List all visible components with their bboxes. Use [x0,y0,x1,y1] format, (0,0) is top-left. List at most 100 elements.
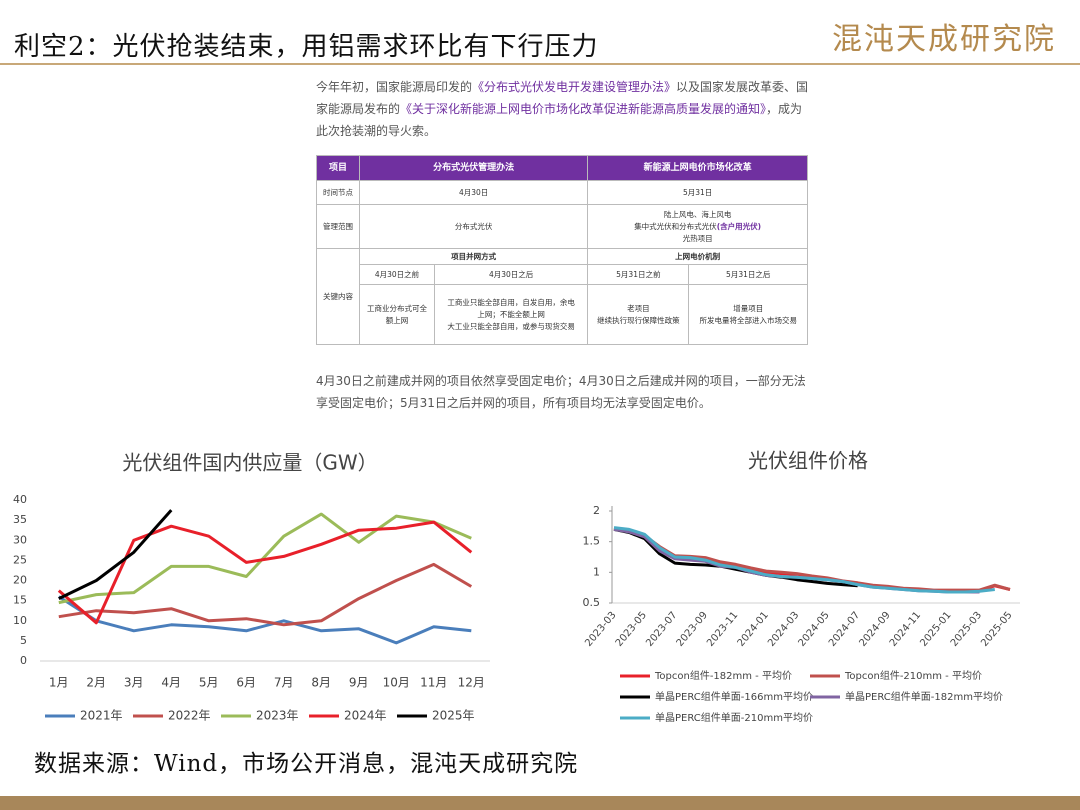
legend-label: Topcon组件-210mm - 平均价 [844,669,982,682]
intro-link: 《分布式光伏发电开发建设管理办法》 [472,80,677,94]
x-tick-label: 8月 [311,676,331,690]
x-tick-label: 2025-01 [918,610,953,649]
intro-text: 以及国家发展改革委、国家能源局发布的 [316,80,809,116]
table-row: 4月30日之前 4月30日之后 5月31日之前 5月31日之后 [317,264,808,285]
intro-link: 《关于深化新能源上网电价市场化改革促进新能源高质量发展的通知》 [400,102,767,116]
cell-line: 增量项目 [733,303,764,313]
y-tick-label: 0 [20,654,27,667]
x-tick-label: 2024-11 [888,610,923,649]
legend-label: 单晶PERC组件单面-210mm平均价 [655,711,813,724]
legend-label: 单晶PERC组件单面-166mm平均价 [655,690,813,703]
series-line [58,512,472,605]
x-tick-label: 1月 [49,676,69,690]
cell-text: 集中式光伏和分布式光伏 [634,221,717,231]
y-tick-label: 10 [13,614,27,627]
cell-line: 光热项目 [682,233,713,243]
cell-line: 所发电量将全部进入市场交易 [699,315,797,325]
x-tick-label: 2023-09 [675,610,710,649]
logo: 混沌天成研究院 [832,22,1056,57]
x-tick-label: 5月 [199,676,219,690]
x-tick-label: 2024-01 [736,610,771,649]
cell: 陆上风电、海上风电集中式光伏和分布式光伏(含户用光伏) 光热项目 [587,204,808,249]
note: 4月30日之前建成并网的项目依然享受固定电价；4月30日之后建成并网的项目，一部… [316,374,806,410]
x-tick-label: 2024-05 [797,610,832,649]
table-row: 时间节点 4月30日 5月31日 [316,180,808,205]
series-line [613,527,858,588]
table-header: 项目 分布式光伏管理办法 新能源上网电价市场化改革 [316,155,808,181]
legend-label: Topcon组件-182mm - 平均价 [654,669,792,682]
x-tick-label: 2024-03 [766,610,801,649]
cell: 5月31日 [587,180,808,205]
row-label: 时间节点 [316,180,360,205]
y-tick-label: 1 [593,565,600,578]
legend-label: 2024年 [344,709,387,723]
intro: 今年年初，国家能源局印发的《分布式光伏发电开发建设管理办法》以及国家发展改革委、… [316,76,812,142]
cell: 工商业只能全部自用，自发自用，余电 上网；不能全额上网大工业只能全部自用，或参与现… [433,284,589,345]
y-tick-label: 5 [20,634,27,647]
chart-title: 光伏组件价格 [748,449,868,473]
cell-line: 大工业只能全部自用，或参与现货交易 [447,321,575,331]
cell-line: 集中式光伏和分布式光伏(含户用光伏) [590,221,805,233]
series-line [613,526,995,594]
x-tick-label: 2023-03 [583,610,618,649]
series-line [57,520,473,625]
y-tick-label: 2 [593,504,600,517]
x-tick-label: 2025-03 [949,610,984,649]
y-tick-label: 20 [13,574,27,587]
x-tick-label: 2023-11 [705,610,740,649]
header-cell: 新能源上网电价市场化改革 [587,155,808,181]
y-tick-label: 0.5 [583,596,601,609]
intro-text: ，成为此次抢装潮的导火索。 [316,102,803,138]
x-tick-label: 9月 [349,676,369,690]
x-tick-label: 2025-05 [979,610,1014,649]
policy-table: 项目 分布式光伏管理办法 新能源上网电价市场化改革 时间节点 4月30日 5月3… [316,155,808,345]
x-tick-label: 2024-07 [827,610,862,649]
series-line [57,595,472,645]
cell-line: 工商业分布式可全 [367,303,427,313]
series-line [58,509,173,600]
row-label: 关键内容 [316,248,360,345]
x-tick-label: 7月 [274,676,294,690]
x-tick-label: 6月 [236,676,256,690]
legend-label: 2025年 [432,709,475,723]
y-tick-label: 35 [13,513,27,526]
legend-label: 2021年 [80,709,123,723]
row-label: 管理范围 [316,204,360,249]
slide-title: 利空2：光伏抢装结束，用铝需求环比有下行压力 [14,32,599,62]
intro-text: 今年年初，国家能源局印发的 [316,80,473,94]
legend-label: 2023年 [256,709,299,723]
table-row: 工商业分布式可全 额上网 工商业只能全部自用，自发自用，余电 上网；不能全额上网大工… [317,284,808,345]
x-tick-label: 4月 [161,676,181,690]
y-tick-label: 25 [13,553,27,566]
x-tick-label: 11月 [420,676,447,690]
cell: 老项目 继续执行现行保障性政策 [587,284,690,345]
cell-highlight: (含户用光伏) [716,221,762,231]
table-row: 管理范围 分布式光伏 陆上风电、海上风电 集中式光伏和分布式光伏(含户用光伏) 光热… [316,204,808,249]
y-tick-label: 40 [13,493,27,506]
x-tick-label: 2月 [86,676,106,690]
footer-bar [0,796,1080,810]
legend-label: 单晶PERC组件单面-182mm平均价 [845,690,1003,703]
cell: 增量项目所发电量将全部进入市场交易 [688,284,808,345]
cell-line: 额上网 [385,315,409,325]
x-tick-label: 3月 [124,676,144,690]
x-tick-label: 10月 [383,676,410,690]
header-rule [0,63,1080,65]
cell-line: 上网；不能全额上网 [477,309,545,319]
cell: 工商业分布式可全 额上网 [359,284,435,345]
legend-label: 2022年 [168,709,211,723]
table-row: 关键内容 项目并网方式 上网电价机制 [316,248,808,345]
cell-line: 工商业只能全部自用，自发自用，余电 [447,297,575,307]
y-tick-label: 1.5 [583,535,601,548]
y-tick-label: 15 [13,594,27,607]
series-line [58,562,473,627]
y-tick-label: 30 [13,533,27,546]
x-tick-label: 12月 [458,676,485,690]
cell-line: 陆上风电、海上风电 [663,209,732,219]
cell-line: 老项目 [627,303,650,313]
x-tick-label: 2023-05 [614,610,649,649]
header-cell: 分布式光伏管理办法 [358,155,589,181]
source: 数据来源：Wind，市场公开消息，混沌天成研究院 [34,751,579,777]
